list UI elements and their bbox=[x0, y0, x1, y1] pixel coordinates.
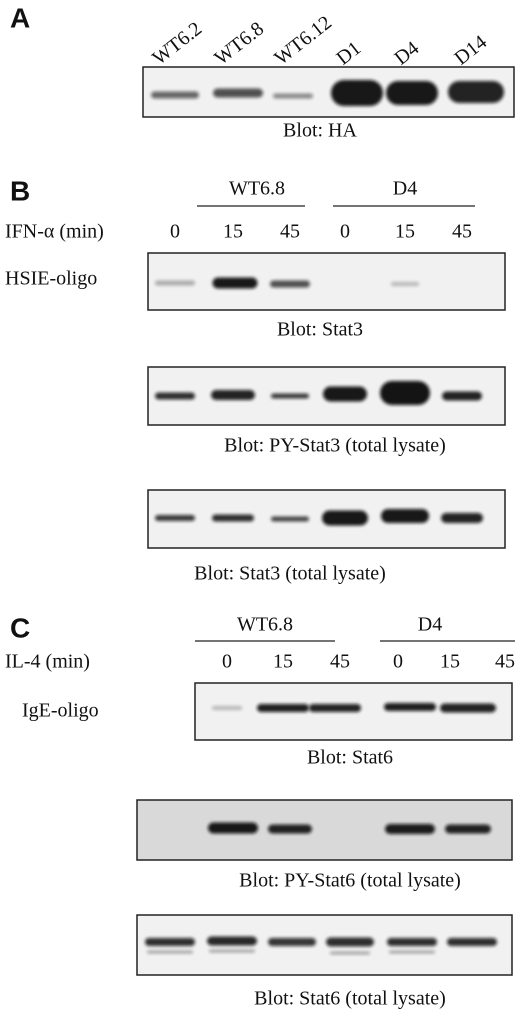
band bbox=[326, 937, 374, 947]
band bbox=[386, 81, 438, 105]
group-label: WT6.8 bbox=[229, 178, 285, 200]
band bbox=[448, 81, 504, 103]
band bbox=[155, 392, 195, 400]
blot-caption: Blot: Stat3 bbox=[277, 319, 363, 341]
time-label: 15 bbox=[395, 221, 415, 243]
blot-box bbox=[147, 252, 506, 311]
band bbox=[389, 950, 435, 954]
band bbox=[385, 824, 435, 834]
time-label: 0 bbox=[393, 651, 403, 673]
blot-caption: Blot: PY-Stat3 (total lysate) bbox=[224, 435, 446, 457]
time-label: 15 bbox=[440, 651, 460, 673]
band bbox=[209, 949, 255, 953]
band bbox=[270, 280, 310, 288]
time-label: 45 bbox=[280, 221, 300, 243]
time-label: 15 bbox=[273, 651, 293, 673]
lane-label: WT6.12 bbox=[270, 12, 336, 70]
band bbox=[442, 391, 482, 401]
band bbox=[268, 938, 316, 946]
lane-label: D14 bbox=[450, 31, 491, 70]
band bbox=[271, 516, 309, 522]
probe-label: HSIE-oligo bbox=[5, 268, 97, 290]
time-label: 0 bbox=[222, 651, 232, 673]
band bbox=[207, 936, 257, 946]
band bbox=[391, 282, 419, 286]
panel-letter: B bbox=[10, 175, 30, 206]
band bbox=[268, 824, 312, 834]
blot-caption: Blot: Stat6 bbox=[307, 747, 393, 769]
band bbox=[309, 704, 361, 712]
band bbox=[441, 513, 483, 523]
blot-caption: Blot: PY-Stat6 (total lysate) bbox=[239, 870, 461, 892]
time-label: 45 bbox=[495, 651, 515, 673]
lane-label: WT6.8 bbox=[210, 18, 268, 70]
blot-caption: Blot: Stat6 (total lysate) bbox=[254, 988, 446, 1010]
band bbox=[213, 88, 263, 98]
blot-caption: Blot: Stat3 (total lysate) bbox=[194, 563, 386, 585]
band bbox=[155, 515, 195, 521]
band bbox=[381, 509, 429, 523]
band bbox=[271, 393, 309, 399]
band bbox=[257, 704, 309, 712]
treatment-label: IFN-α (min) bbox=[5, 221, 104, 243]
time-label: 45 bbox=[452, 221, 472, 243]
band bbox=[380, 381, 430, 405]
band bbox=[211, 390, 255, 400]
panel-letter: C bbox=[10, 612, 30, 643]
time-label: 45 bbox=[330, 651, 350, 673]
band bbox=[212, 706, 242, 710]
band bbox=[212, 277, 258, 289]
lane-label: WT6.2 bbox=[148, 18, 206, 70]
band bbox=[331, 80, 383, 106]
band bbox=[384, 703, 436, 711]
band bbox=[440, 703, 496, 713]
band bbox=[387, 938, 437, 946]
blot-caption: Blot: HA bbox=[283, 120, 357, 142]
band bbox=[273, 93, 313, 99]
band bbox=[330, 951, 370, 955]
probe-label: IgE-oligo bbox=[22, 700, 99, 722]
band bbox=[147, 950, 193, 954]
panel-letter: A bbox=[10, 2, 30, 33]
group-label: D4 bbox=[393, 178, 417, 200]
time-label: 0 bbox=[170, 221, 180, 243]
treatment-label: IL-4 (min) bbox=[5, 651, 90, 673]
band bbox=[323, 386, 367, 402]
band bbox=[445, 824, 491, 834]
group-label: D4 bbox=[418, 614, 442, 636]
band bbox=[208, 822, 258, 834]
group-label: WT6.8 bbox=[237, 614, 293, 636]
lane-label: D4 bbox=[390, 37, 423, 69]
band bbox=[151, 91, 199, 99]
time-label: 15 bbox=[223, 221, 243, 243]
band bbox=[155, 280, 195, 286]
band bbox=[145, 938, 195, 946]
band bbox=[322, 510, 368, 526]
time-label: 0 bbox=[340, 221, 350, 243]
lane-label: D1 bbox=[332, 37, 365, 69]
band bbox=[447, 938, 497, 946]
band bbox=[212, 514, 254, 522]
